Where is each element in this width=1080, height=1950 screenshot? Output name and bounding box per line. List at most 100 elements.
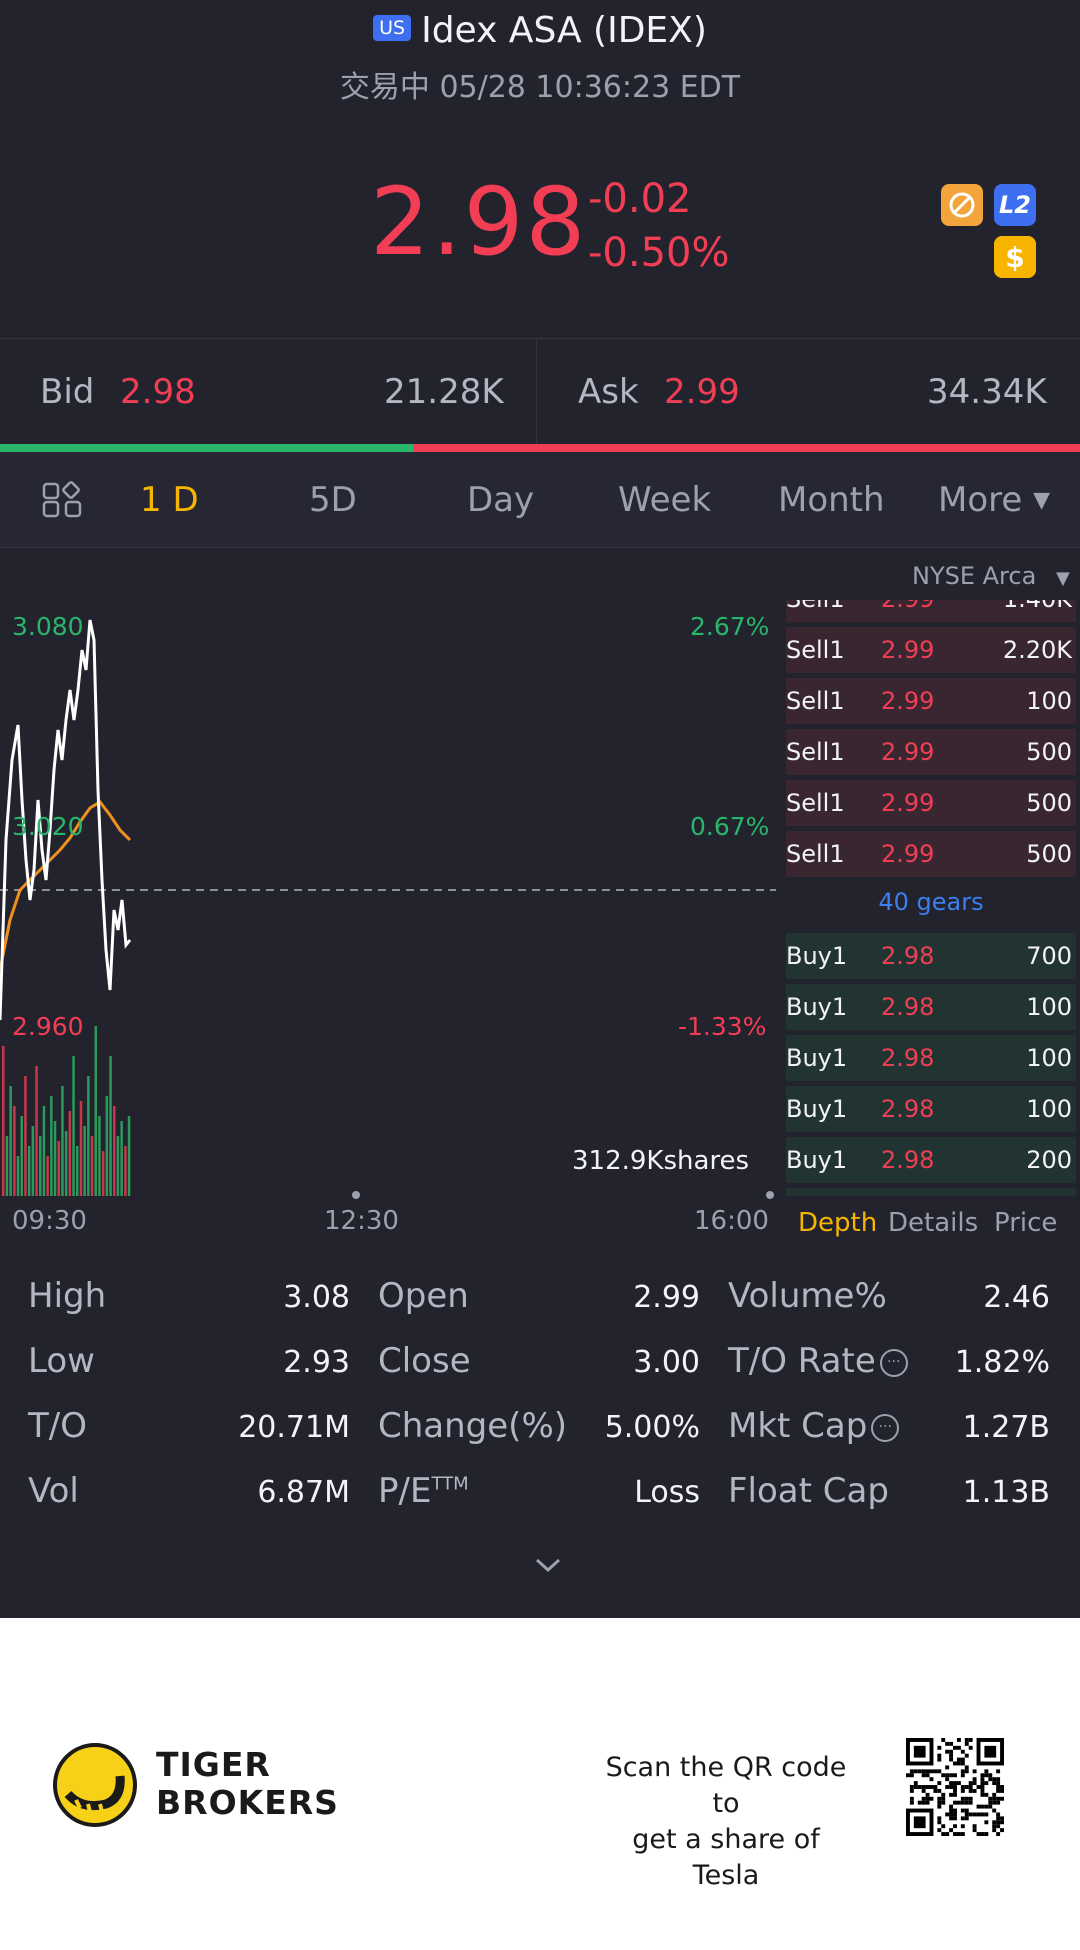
tab-price[interactable]: Price — [994, 1208, 1058, 1238]
price-line — [0, 619, 132, 1021]
axis-dot — [352, 1191, 360, 1199]
tab-1d[interactable]: 1 D — [140, 480, 199, 520]
depth-gears-label[interactable]: 40 gears — [878, 888, 984, 916]
pct-axis-low: -1.33% — [678, 1012, 767, 1041]
qr-module — [992, 1824, 997, 1829]
qr-module — [929, 1769, 934, 1774]
qr-module — [937, 1800, 942, 1805]
qr-module — [960, 1816, 965, 1821]
qr-module — [980, 1788, 985, 1793]
volume-bar — [42, 1106, 46, 1196]
qr-module — [992, 1781, 997, 1786]
qr-module — [972, 1788, 977, 1793]
order-price: 2.99 — [881, 636, 935, 664]
qr-module — [949, 1812, 954, 1817]
qr-module — [937, 1753, 942, 1758]
order-price: 2.98 — [881, 993, 935, 1021]
qr-module — [941, 1773, 946, 1778]
sell-row: Sell1 2.99 2.20K — [786, 627, 1076, 673]
level2-badge[interactable]: L2 — [994, 184, 1036, 226]
tab-5d[interactable]: 5D — [309, 480, 357, 520]
stock-name: Idex ASA (IDEX) — [421, 10, 707, 51]
stat-volpct-label: Volume% — [728, 1276, 887, 1316]
qr-module — [949, 1773, 954, 1778]
tab-depth[interactable]: Depth — [798, 1208, 878, 1238]
buy-row: Buy1 2.98 100 — [786, 1035, 1076, 1081]
qr-module — [960, 1769, 965, 1774]
tab-month[interactable]: Month — [778, 480, 885, 520]
stat-pe-ttm: TTM — [431, 1473, 469, 1495]
exchange-selector[interactable]: NYSE Arca ▼ — [912, 562, 1070, 590]
order-qty: 200 — [1026, 1146, 1072, 1174]
qr-module — [972, 1812, 977, 1817]
qr-module — [992, 1828, 997, 1833]
volume-bar — [35, 1066, 38, 1196]
tab-more[interactable]: More ▼ — [938, 480, 1050, 520]
time-end: 16:00 — [694, 1206, 769, 1236]
qr-module — [964, 1769, 969, 1774]
qr-module — [988, 1777, 993, 1782]
brand-line2: BROKERS — [156, 1783, 339, 1822]
qr-module — [937, 1820, 942, 1825]
qr-module — [960, 1808, 965, 1813]
volume-bar — [9, 1086, 12, 1196]
qr-module — [976, 1832, 981, 1836]
order-qty: 2.20K — [1002, 636, 1072, 664]
qr-caption-line2: get a share of Tesla — [632, 1824, 820, 1891]
qr-module — [984, 1804, 989, 1809]
stock-title: US Idex ASA (IDEX) — [0, 10, 1080, 51]
volume-total: 312.9Kshares — [572, 1146, 750, 1176]
qr-module — [941, 1796, 946, 1801]
more-info-icon[interactable]: ··· — [879, 1349, 908, 1377]
tab-week[interactable]: Week — [618, 480, 712, 520]
qr-module — [949, 1804, 954, 1809]
dollar-icon[interactable]: $ — [994, 236, 1036, 278]
qr-module — [960, 1796, 965, 1801]
stat-open-label: Open — [378, 1276, 469, 1316]
qr-module — [956, 1738, 961, 1742]
qr-module — [960, 1773, 965, 1778]
qr-module — [964, 1816, 969, 1821]
volume-bar — [79, 1101, 83, 1196]
order-book[interactable]: Sell12.991.40KSell12.992.20KSell12.99100… — [786, 600, 1076, 1196]
volume-bar — [76, 1146, 79, 1196]
qr-module — [960, 1757, 965, 1762]
qr-module — [909, 1773, 914, 1778]
tab-day[interactable]: Day — [467, 480, 535, 520]
volume-bar — [27, 1146, 31, 1196]
qr-module — [992, 1820, 997, 1825]
layout-grid-icon[interactable] — [42, 480, 82, 520]
qr-module — [909, 1769, 914, 1774]
side-label: Buy1 — [786, 993, 848, 1021]
qr-module — [917, 1769, 922, 1774]
qr-module — [953, 1808, 957, 1813]
tiger-brokers-logo — [53, 1743, 137, 1827]
qr-module — [972, 1828, 977, 1833]
chevron-down-icon[interactable] — [534, 1556, 562, 1574]
trading-status: 交易中 05/28 10:36:23 EDT — [339, 70, 741, 105]
qr-module — [921, 1788, 926, 1793]
stat-change-label: Change(%) — [378, 1406, 568, 1446]
qr-module — [945, 1749, 950, 1754]
volume-bar — [50, 1096, 53, 1196]
share-footer — [0, 1618, 1080, 1950]
buy-row: Buy1 2.98 200 — [786, 1137, 1076, 1183]
qr-module — [996, 1796, 1001, 1801]
stat-floatcap-value: 1.13B — [962, 1475, 1050, 1510]
qr-module — [984, 1745, 997, 1758]
no-trade-icon[interactable] — [941, 184, 983, 226]
qr-module — [953, 1785, 957, 1789]
stat-pe-label: P/ETTM — [378, 1471, 469, 1511]
volume-bar — [20, 1116, 23, 1196]
qr-module — [956, 1800, 961, 1805]
qr-module — [996, 1785, 1001, 1789]
order-price: 2.99 — [881, 600, 976, 613]
more-info-icon[interactable]: ··· — [871, 1414, 900, 1442]
tab-details[interactable]: Details — [888, 1208, 979, 1238]
qr-module — [1000, 1816, 1004, 1821]
qr-module — [1000, 1796, 1004, 1801]
ask-quantity: 34.34K — [927, 372, 1047, 412]
order-qty: 100 — [1026, 993, 1072, 1021]
intraday-chart[interactable] — [0, 600, 786, 1200]
